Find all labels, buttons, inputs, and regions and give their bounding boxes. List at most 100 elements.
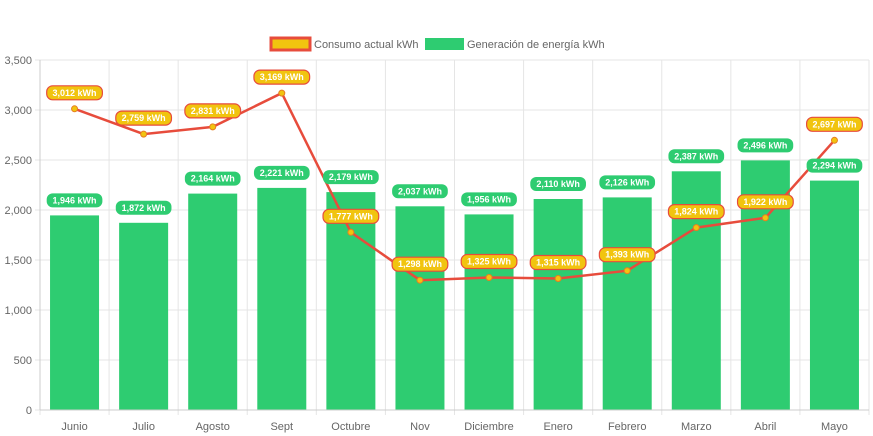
bars <box>50 160 859 410</box>
y-tick-label: 1,500 <box>4 255 32 267</box>
y-tick-label: 2,000 <box>4 205 32 217</box>
x-tick-label: Agosto <box>196 421 230 433</box>
bar-value-label: 1,956 kWh <box>467 194 511 204</box>
bar-mayo[interactable] <box>809 180 859 410</box>
line-value-label: 1,824 kWh <box>674 207 718 217</box>
legend-label-consumo[interactable]: Consumo actual kWh <box>314 39 419 51</box>
bar-value-label: 2,126 kWh <box>605 177 649 187</box>
x-tick-label: Octubre <box>331 421 370 433</box>
legend-label-generacion[interactable]: Generación de energía kWh <box>467 39 605 51</box>
bar-value-label-bg <box>806 158 863 173</box>
line-value-label-bg <box>253 69 311 85</box>
bar-julio[interactable] <box>119 222 169 410</box>
y-tick-label: 2,500 <box>4 155 32 167</box>
bar-junio[interactable] <box>50 215 100 410</box>
x-tick-label: Abril <box>754 421 776 433</box>
legend-swatch-consumo[interactable] <box>269 36 312 52</box>
x-tick-label: Nov <box>410 421 430 433</box>
line-point[interactable] <box>485 274 493 281</box>
axes: 0 500 1,000 1,500 2,000 2,500 3,000 3,500 Junio J… <box>4 55 869 433</box>
bar-value-label-bg <box>323 170 379 185</box>
line-value-label-bg <box>736 194 794 210</box>
x-tick-label: Mayo <box>821 421 848 433</box>
x-tick-label: Diciembre <box>464 421 514 433</box>
x-tick-label: Febrero <box>608 421 647 433</box>
y-tick-label: 1,000 <box>4 305 32 317</box>
x-tick-label: Enero <box>543 421 572 433</box>
line-value-label: 1,325 kWh <box>467 257 511 267</box>
line-value-label-bg <box>46 85 103 101</box>
line-point[interactable] <box>761 214 769 222</box>
line-value-label: 1,777 kWh <box>329 211 373 221</box>
bar-value-label-bg <box>461 192 517 207</box>
y-tick-label: 3,500 <box>4 55 32 67</box>
bar-value-label-bg <box>737 138 794 153</box>
bar-value-label-bg <box>46 193 103 208</box>
line-value-label-bg <box>598 247 656 263</box>
line-point[interactable] <box>278 89 286 97</box>
bar-febrero[interactable] <box>602 197 652 410</box>
line-value-label: 1,393 kWh <box>605 250 649 260</box>
bar-sept[interactable] <box>257 187 307 410</box>
line-value-label-bg <box>806 116 863 132</box>
bar-value-label-bg <box>115 200 172 215</box>
line-series <box>71 89 838 284</box>
y-tick-label: 500 <box>14 355 32 367</box>
bar-value-label: 2,110 kWh <box>536 179 580 189</box>
line-value-label: 1,922 kWh <box>743 197 787 207</box>
x-tick-label: Marzo <box>681 421 712 433</box>
bar-value-label: 1,946 kWh <box>53 195 97 205</box>
x-tick-label: Sept <box>270 421 293 433</box>
bar-agosto[interactable] <box>188 193 238 410</box>
bar-enero[interactable] <box>533 199 583 410</box>
bar-value-label: 2,037 kWh <box>398 186 442 196</box>
bar-value-label: 2,387 kWh <box>674 151 718 161</box>
x-tick-label: Junio <box>61 421 87 433</box>
bar-nov[interactable] <box>395 206 445 410</box>
line-point[interactable] <box>209 123 217 131</box>
line-value-label: 1,298 kWh <box>398 259 442 269</box>
line-value-label: 2,697 kWh <box>812 119 856 129</box>
line-value-label-bg <box>322 208 380 224</box>
line-value-label: 3,012 kWh <box>53 88 97 98</box>
bar-value-label-bg <box>530 177 586 191</box>
bar-diciembre[interactable] <box>464 214 514 410</box>
line-value-label-bg <box>184 103 242 119</box>
line-value-label: 3,169 kWh <box>260 72 304 82</box>
line-value-label: 2,759 kWh <box>122 113 166 123</box>
bar-value-label-bg <box>184 171 241 186</box>
line-point[interactable] <box>347 228 355 236</box>
line-value-label-bg <box>529 254 587 271</box>
line-point[interactable] <box>140 130 148 138</box>
legend-swatch-generacion[interactable] <box>425 38 464 50</box>
bar-value-label: 2,164 kWh <box>191 174 235 184</box>
legend: Consumo actual kWh Generación de energía… <box>269 36 605 52</box>
bar-octubre[interactable] <box>326 192 376 410</box>
line-point[interactable] <box>416 276 424 284</box>
line-point[interactable] <box>830 136 838 144</box>
bar-value-label-bg <box>392 184 448 199</box>
data-labels: 1,946 kWh 1,872 kWh 2,164 kWh 2,221 kWh 2,17… <box>46 69 863 272</box>
line-point[interactable] <box>692 224 700 232</box>
line-value-label-bg <box>667 204 725 220</box>
line-value-label-bg <box>391 256 449 272</box>
line-value-label-bg <box>115 110 173 126</box>
bar-value-label: 1,872 kWh <box>122 203 166 213</box>
bar-value-label-bg <box>599 175 656 190</box>
line-point[interactable] <box>71 105 79 113</box>
bar-value-label-bg <box>668 149 725 164</box>
bar-value-label: 2,294 kWh <box>812 161 856 171</box>
line-value-label: 2,831 kWh <box>191 106 235 116</box>
line-value-label: 1,315 kWh <box>536 258 580 268</box>
bar-value-label: 2,496 kWh <box>743 140 787 150</box>
y-tick-label: 3,000 <box>4 105 32 117</box>
bar-value-label-bg <box>253 165 310 180</box>
y-tick-label: 0 <box>26 405 32 417</box>
line-point[interactable] <box>554 275 562 282</box>
line-point[interactable] <box>623 267 631 275</box>
bar-value-label: 2,179 kWh <box>329 172 373 182</box>
grid <box>35 59 870 415</box>
bar-value-label: 2,221 kWh <box>260 168 304 178</box>
consumo-line <box>74 91 836 282</box>
